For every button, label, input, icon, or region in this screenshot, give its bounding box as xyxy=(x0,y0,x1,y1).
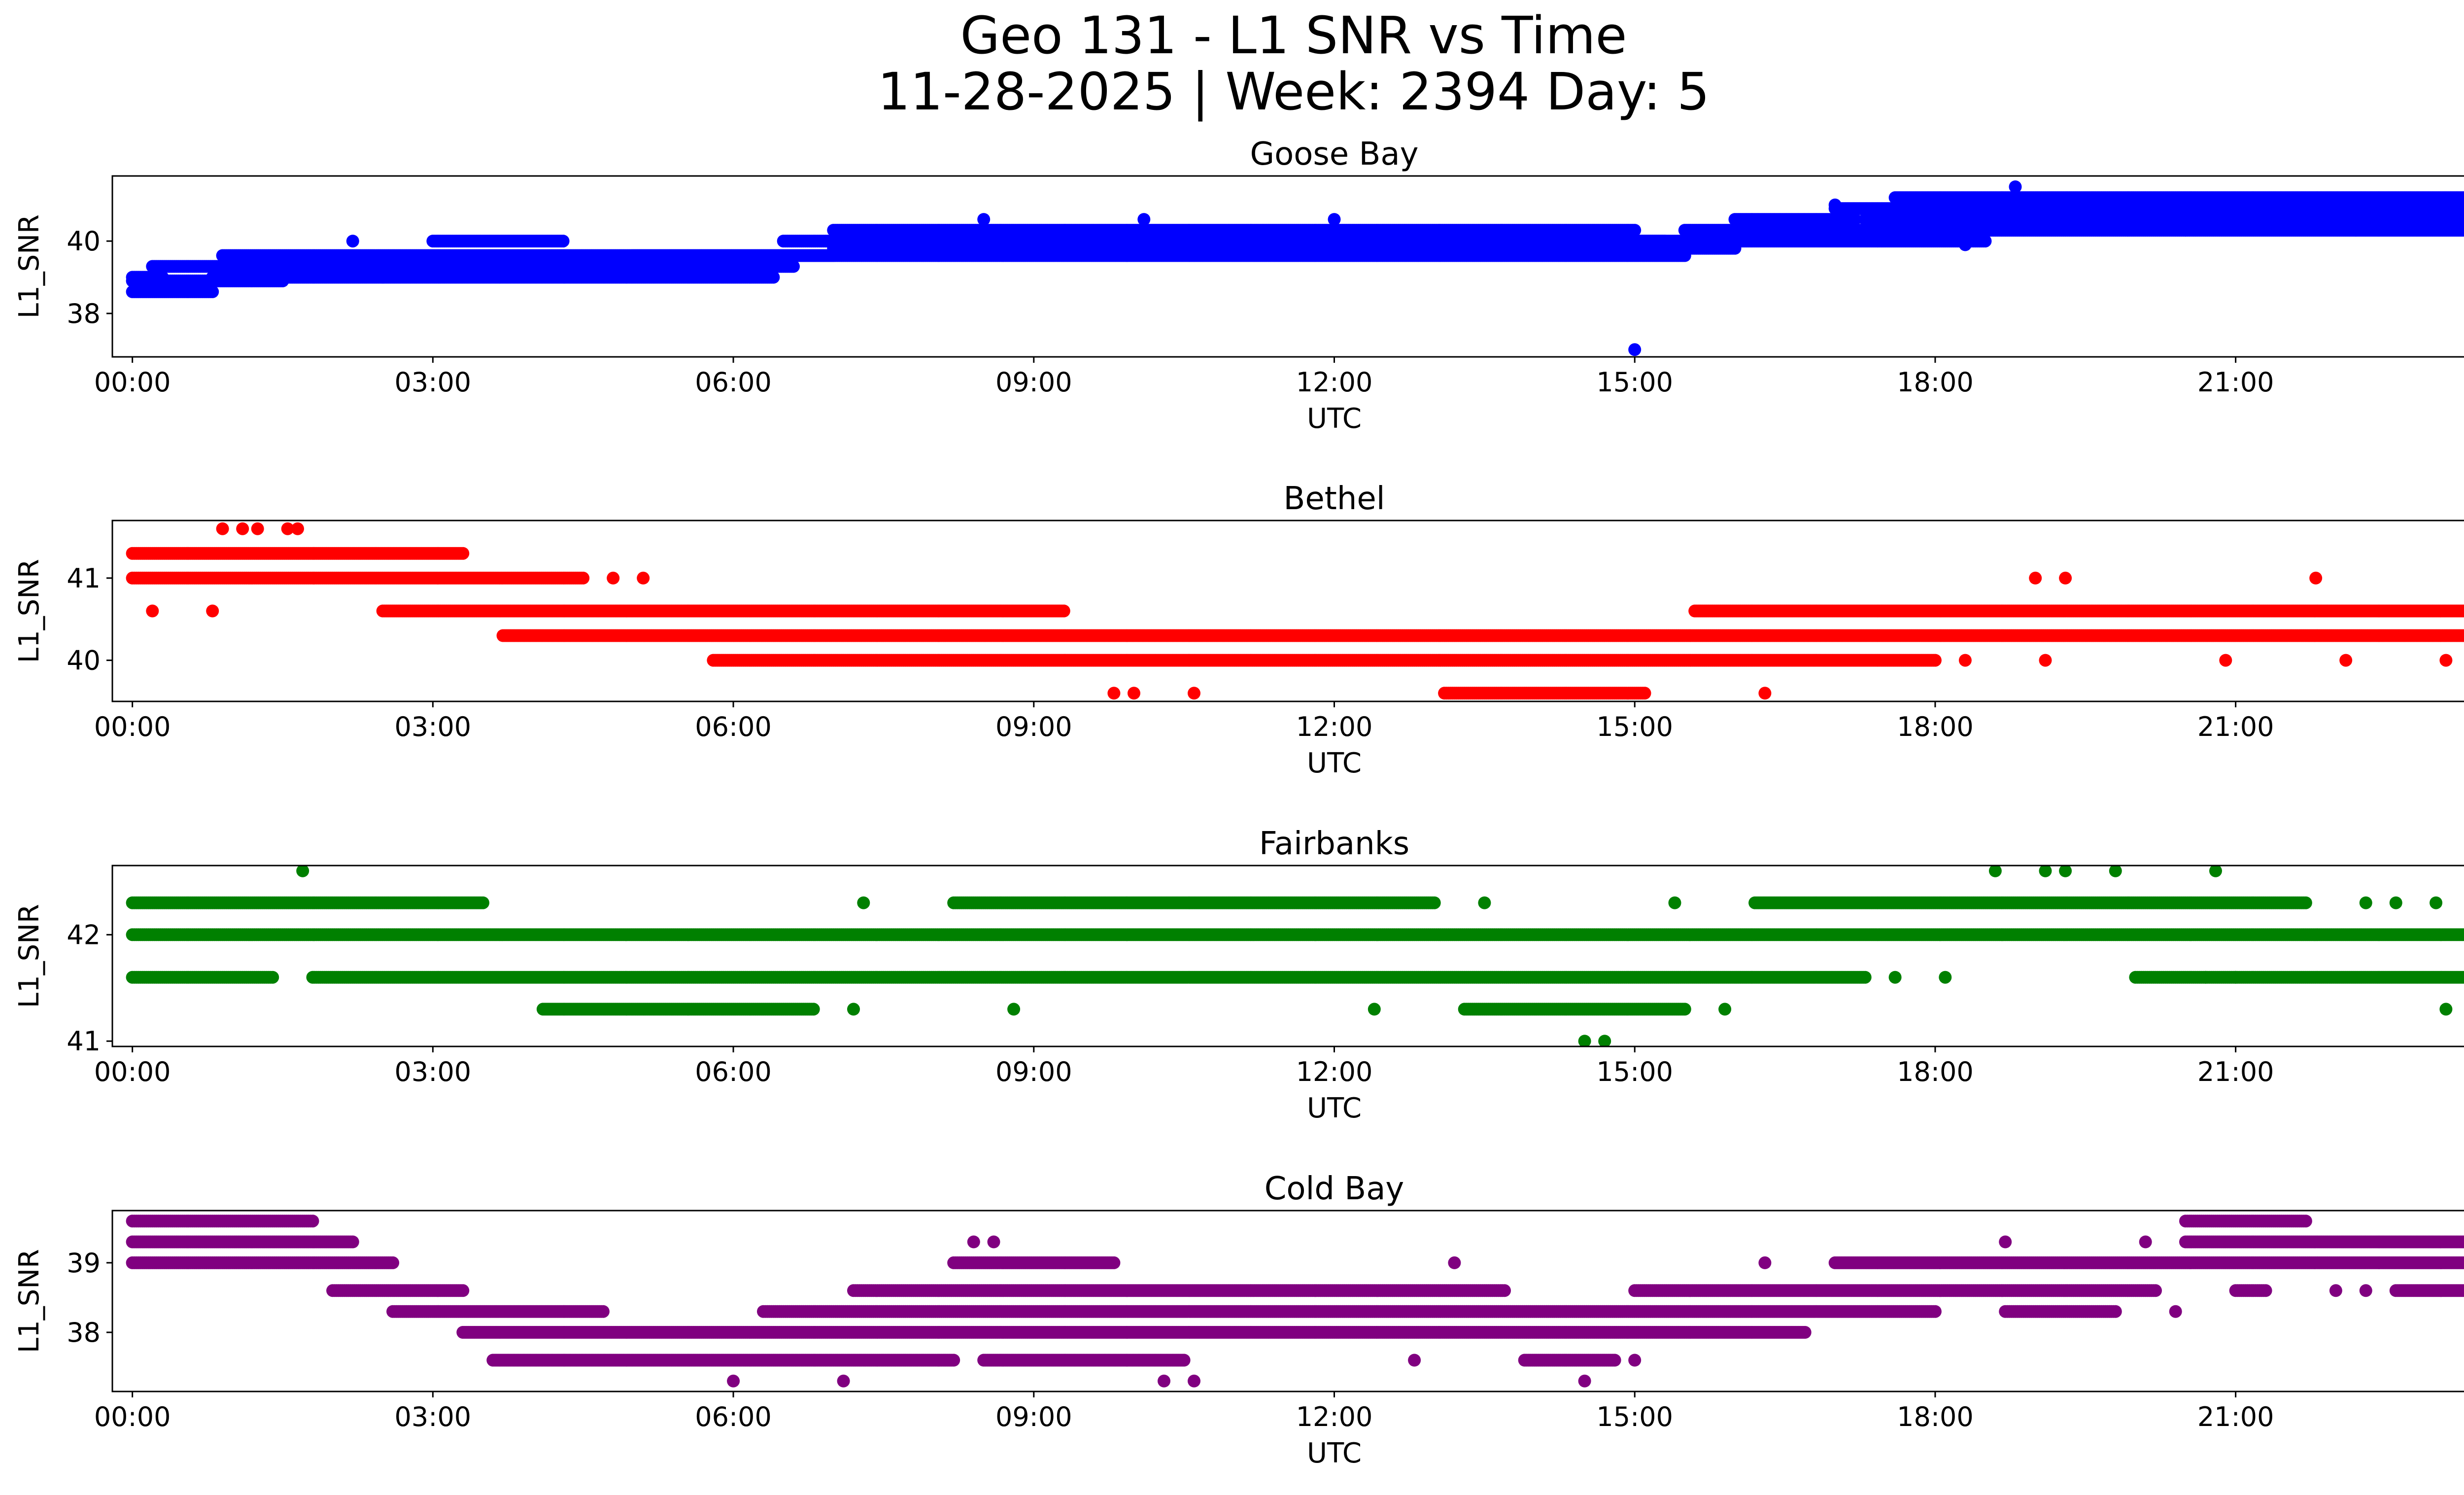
data-point xyxy=(376,271,389,284)
data-point xyxy=(2009,180,2022,193)
x-tick-label: 03:00 xyxy=(395,367,472,398)
data-point xyxy=(2179,224,2192,237)
data-point xyxy=(156,271,169,284)
data-point xyxy=(787,260,800,273)
panel-title: Goose Bay xyxy=(1250,136,1419,173)
data-point xyxy=(1958,238,1972,251)
panel-goose-bay: Goose Bay 00:00 03:00 06:00 09:00 12:00 15:00 1… xyxy=(13,136,2464,435)
subplots: Goose Bay 00:00 03:00 06:00 09:00 12:00 15:00 1… xyxy=(13,136,2464,1469)
data-point xyxy=(977,213,991,226)
data-point xyxy=(1328,213,1341,226)
y-axis-label: L1_SNR xyxy=(13,214,45,318)
data-point xyxy=(1137,213,1151,226)
x-tick-label: 00:00 xyxy=(94,367,171,398)
y-tick-label: 38 xyxy=(67,298,101,329)
data-point xyxy=(767,271,780,284)
data-point xyxy=(1628,343,1642,356)
chart-title-line2: 11-28-2025 | Week: 2394 Day: 5 xyxy=(878,62,1710,122)
x-tick-label: 18:00 xyxy=(1897,367,1974,398)
chart-title-line1: Geo 131 - L1 SNR vs Time xyxy=(960,5,1627,66)
data-points xyxy=(126,180,2464,356)
x-tick-label: 15:00 xyxy=(1596,367,1673,398)
data-point xyxy=(346,235,359,248)
data-point xyxy=(206,285,219,298)
data-point xyxy=(2349,224,2362,237)
data-point xyxy=(1828,198,1842,211)
y-tick-label: 40 xyxy=(67,226,101,257)
x-tick-label: 21:00 xyxy=(2197,367,2274,398)
panel-title: Bethel xyxy=(1283,481,1385,517)
x-tick-label: 12:00 xyxy=(1296,367,1373,398)
data-point xyxy=(556,235,570,248)
x-tick-label: 09:00 xyxy=(995,367,1072,398)
x-tick-label: 06:00 xyxy=(695,367,772,398)
x-axis-label: UTC xyxy=(1307,403,1362,435)
data-point xyxy=(456,547,470,560)
